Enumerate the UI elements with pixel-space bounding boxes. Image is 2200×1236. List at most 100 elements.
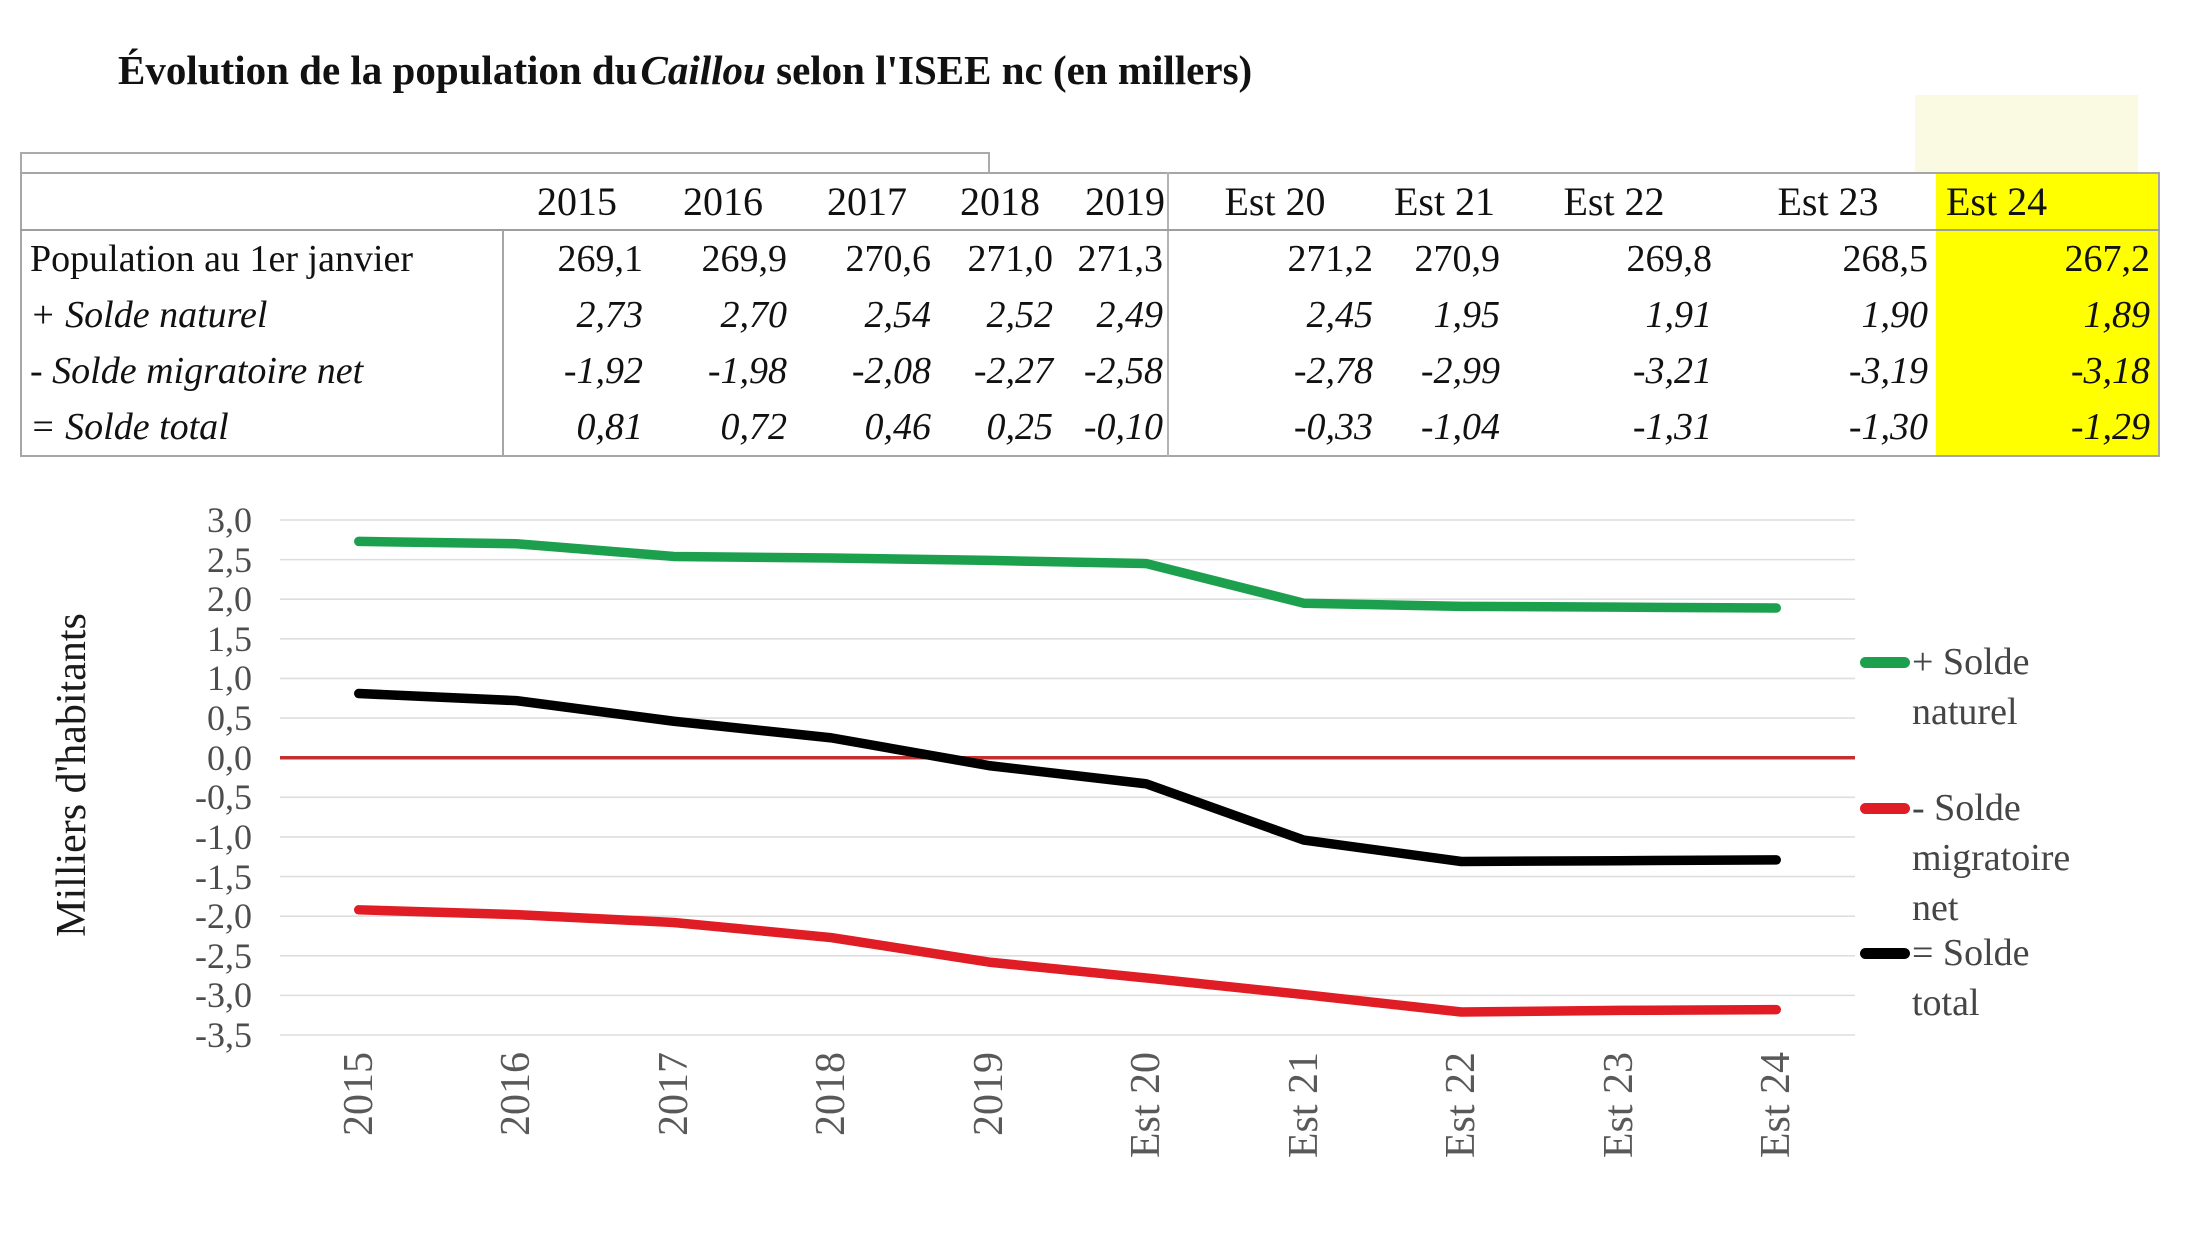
y-tick-label: -2,5 [195, 935, 252, 976]
page-title: Évolution de la population duCaillou sel… [118, 46, 1252, 94]
table-cell: 0,72 [720, 406, 788, 448]
legend-label: - Solde migratoire net [1912, 787, 2071, 929]
y-tick-label: 3,0 [207, 500, 252, 540]
table-cell: 269,8 [1626, 238, 1713, 280]
table-cell: 268,5 [1842, 238, 1929, 280]
table-cell: -1,92 [563, 350, 643, 392]
y-tick-label: 1,5 [207, 618, 252, 659]
title-part1: Évolution de la population du [118, 47, 638, 93]
table-cell: -1,30 [1848, 406, 1928, 448]
column-header: Est 20 [1167, 173, 1381, 231]
table-cell: -1,29 [1936, 399, 2159, 456]
table-cell: 2,54 [864, 294, 932, 336]
pale-highlight-cell [1915, 95, 2138, 172]
table-cell: 270,6 [845, 238, 932, 280]
y-tick-label: 0,5 [207, 698, 252, 739]
legend-item: = Solde total [1860, 928, 2104, 1028]
row-label: Population au 1er janvier [21, 230, 504, 287]
x-tick-label: 2019 [965, 1052, 1012, 1136]
table-cell: 0,81 [576, 406, 644, 448]
table-cell: 270,9 [1414, 238, 1501, 280]
table-cell: 1,89 [1936, 287, 2159, 343]
table-cell: 269,1 [557, 238, 644, 280]
table-cell: 2,73 [576, 294, 644, 336]
y-tick-label: -1,5 [195, 856, 252, 897]
table-cell: 267,2 [1936, 230, 2159, 287]
row-label: + Solde naturel [21, 287, 504, 343]
table-row: + Solde naturel 2,73 2,70 2,54 2,52 2,49… [21, 287, 2159, 343]
x-tick-label: 2016 [493, 1052, 540, 1136]
column-header [21, 173, 503, 231]
table-cell: 271,3 [1077, 238, 1164, 280]
legend-marker [1860, 657, 1910, 668]
column-header: Est 23 [1720, 173, 1936, 231]
legend-item: - Solde migratoire net [1860, 783, 2104, 933]
y-tick-label: 2,0 [207, 579, 252, 620]
y-tick-label: -0,5 [195, 777, 252, 818]
table-cell: 1,90 [1861, 294, 1929, 336]
column-header-highlight: Est 24 [1936, 173, 2159, 231]
table-cell: -2,27 [973, 350, 1053, 392]
column-header: 2015 [503, 173, 651, 231]
table-header-row: 2015 2016 2017 2018 2019 Est 20 Est 21 E… [21, 173, 2159, 231]
title-part3: selon l'ISEE nc (en millers) [765, 47, 1253, 93]
table-cell: -2,58 [1083, 350, 1163, 392]
column-header: Est 22 [1508, 173, 1720, 231]
table-cell: -1,98 [707, 350, 787, 392]
table-cell: 1,95 [1433, 294, 1501, 336]
x-tick-label: 2018 [808, 1052, 855, 1136]
y-tick-label: -3,0 [195, 975, 252, 1016]
column-header: 2016 [651, 173, 795, 231]
series-line--solde-naturel [354, 536, 1781, 613]
table-cell: -0,33 [1167, 399, 1381, 456]
column-header: Est 21 [1381, 173, 1508, 231]
plot-area [280, 519, 1855, 1036]
table-cell: 269,9 [701, 238, 788, 280]
table-cell: 2,45 [1167, 287, 1381, 343]
table-cell: 271,0 [967, 238, 1054, 280]
legend-marker [1860, 803, 1910, 814]
table-step-border [20, 152, 990, 174]
table-cell: -2,08 [851, 350, 931, 392]
x-tick-label: Est 20 [1123, 1052, 1170, 1159]
table-cell: -2,99 [1420, 350, 1500, 392]
table-cell: 2,70 [720, 294, 788, 336]
title-part2: Caillou [640, 47, 766, 93]
table-cell: 2,49 [1096, 294, 1164, 336]
series-line--solde-total [354, 688, 1781, 867]
y-tick-label: 1,0 [207, 658, 252, 699]
x-tick-label: Est 23 [1595, 1052, 1642, 1159]
y-tick-label: 2,5 [207, 539, 252, 580]
table-cell: -3,19 [1848, 350, 1928, 392]
table-cell: -0,10 [1083, 406, 1163, 448]
x-tick-label: Est 24 [1753, 1052, 1800, 1159]
y-tick-label: -3,5 [195, 1014, 252, 1055]
column-header: 2018 [939, 173, 1061, 231]
x-tick-label: Est 21 [1280, 1052, 1327, 1159]
table-row: - Solde migratoire net -1,92 -1,98 -2,08… [21, 343, 2159, 399]
table-row: Population au 1er janvier 269,1 269,9 27… [21, 230, 2159, 287]
column-header: 2019 [1061, 173, 1168, 231]
series-line--solde-migratoire-net [354, 905, 1781, 1017]
column-header: 2017 [795, 173, 939, 231]
table-cell: 2,52 [986, 294, 1054, 336]
table-cell: 0,25 [986, 406, 1054, 448]
legend-label: = Solde total [1912, 932, 2030, 1024]
population-table: 2015 2016 2017 2018 2019 Est 20 Est 21 E… [20, 172, 2160, 457]
legend-label: + Solde naturel [1912, 641, 2030, 733]
x-tick-label: 2017 [650, 1052, 697, 1136]
x-tick-label: Est 22 [1438, 1052, 1485, 1159]
row-label: = Solde total [21, 399, 504, 456]
legend-marker [1860, 948, 1910, 959]
table-cell: 1,91 [1645, 294, 1713, 336]
legend-item: + Solde naturel [1860, 637, 2104, 737]
table-cell: -3,21 [1632, 350, 1712, 392]
table-cell: -1,31 [1632, 406, 1712, 448]
y-tick-label: -2,0 [195, 896, 252, 937]
y-tick-label: 0,0 [207, 737, 252, 778]
y-tick-label: -1,0 [195, 816, 252, 857]
row-label: - Solde migratoire net [21, 343, 504, 399]
table-row: = Solde total 0,81 0,72 0,46 0,25 -0,10 … [21, 399, 2159, 456]
table-cell: 0,46 [864, 406, 932, 448]
table-cell: -2,78 [1167, 343, 1381, 399]
